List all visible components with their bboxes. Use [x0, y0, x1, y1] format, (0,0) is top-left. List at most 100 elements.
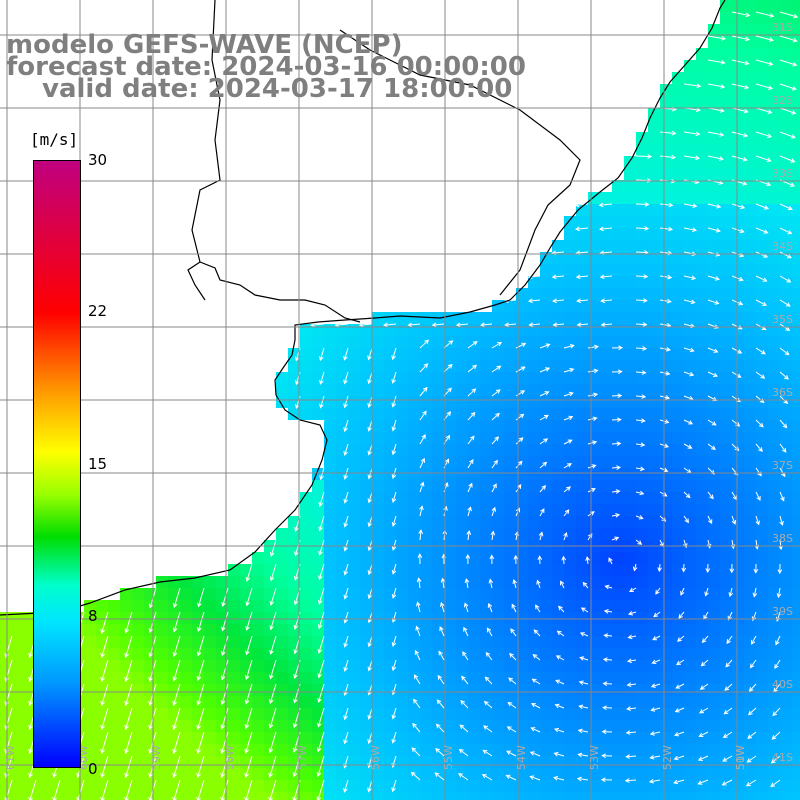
wind-arrow — [649, 779, 661, 783]
wind-arrow — [560, 581, 565, 589]
wind-arrow — [269, 755, 277, 778]
wind-arrow-head — [172, 651, 178, 658]
wind-arrow — [575, 227, 589, 230]
wind-arrow-head — [555, 679, 561, 684]
wind-arrow — [269, 779, 277, 800]
wind-arrow — [779, 35, 797, 42]
wind-arrow-head — [535, 604, 540, 610]
wind-arrow-head — [718, 156, 724, 161]
wind-arrow — [779, 251, 792, 259]
wind-arrow — [384, 323, 397, 326]
wind-arrow-head — [172, 701, 177, 707]
wind-arrow-head — [720, 84, 726, 89]
lat-label: 37S — [772, 459, 793, 472]
wind-arrow — [683, 419, 693, 425]
wind-arrow-head — [553, 727, 559, 733]
wind-arrow — [683, 227, 697, 231]
wind-arrow-head — [687, 444, 693, 449]
wind-arrow-head — [391, 378, 396, 384]
wind-arrow-head — [752, 592, 758, 598]
lat-label: 39S — [772, 605, 793, 618]
wind-arrow — [779, 131, 796, 139]
wind-arrow-head — [510, 628, 515, 634]
wind-arrow-head — [124, 653, 129, 659]
wind-arrow-head — [599, 274, 605, 280]
wind-arrow-head — [515, 507, 521, 513]
wind-arrow-head — [319, 356, 324, 362]
wind-arrow-head — [358, 322, 364, 328]
wind-arrow-head — [438, 650, 443, 656]
wind-arrow — [531, 703, 541, 709]
wind-arrow — [747, 755, 757, 763]
wind-arrow-head — [699, 709, 704, 714]
wind-arrow-head — [732, 495, 738, 501]
wind-arrow — [731, 59, 749, 65]
wind-arrow-head — [749, 663, 755, 669]
wind-arrow-head — [343, 474, 348, 480]
wind-arrow-head — [269, 649, 274, 655]
wind-arrow — [459, 724, 469, 733]
wind-arrow — [755, 155, 771, 162]
wind-arrow-head — [439, 626, 444, 632]
wind-arrow — [653, 611, 661, 617]
wind-arrow-head — [744, 60, 750, 66]
wind-arrow — [635, 155, 652, 158]
wind-arrow — [746, 779, 757, 787]
wind-arrow-head — [440, 577, 446, 583]
wind-arrow — [539, 367, 550, 373]
wind-arrow-head — [714, 324, 720, 329]
wind-arrow-head — [783, 399, 789, 404]
wind-arrow — [415, 626, 421, 637]
wind-arrow-head — [464, 578, 470, 584]
wind-arrow-head — [319, 379, 324, 385]
wind-arrow — [675, 707, 685, 713]
wind-arrow — [553, 323, 565, 326]
wind-arrow-head — [343, 618, 348, 624]
wind-arrow — [529, 323, 541, 326]
wind-arrow-head — [576, 298, 582, 304]
wind-arrow — [513, 579, 517, 589]
wind-arrow — [779, 107, 796, 114]
wind-arrow-head — [294, 526, 299, 532]
wind-arrow — [515, 531, 519, 541]
wind-arrow-head — [509, 652, 514, 658]
lon-label: 53W — [588, 745, 601, 770]
wind-arrow — [505, 323, 517, 326]
wind-arrow-head — [343, 522, 349, 528]
wind-arrow-head — [603, 609, 609, 614]
wind-arrow-head — [689, 371, 695, 377]
wind-arrow-head — [343, 570, 349, 576]
wind-arrow-head — [592, 440, 598, 445]
colorbar-tick-0: 0 — [88, 760, 98, 778]
wind-arrow-head — [574, 226, 580, 232]
wind-arrow-head — [692, 203, 698, 208]
wind-arrow-head — [504, 322, 510, 328]
wind-arrow-head — [367, 594, 373, 600]
wind-arrow-head — [367, 666, 373, 672]
wind-arrow — [245, 683, 253, 704]
wind-arrow — [577, 323, 589, 326]
wind-arrow — [319, 491, 325, 507]
wind-arrow-head — [643, 274, 649, 279]
wind-arrow — [344, 395, 349, 408]
wind-arrow — [319, 347, 325, 361]
wind-arrow — [245, 731, 253, 753]
wind-arrow-head — [739, 228, 745, 234]
wind-arrow-head — [552, 298, 557, 304]
wind-arrow-head — [576, 776, 582, 782]
wind-arrow — [533, 629, 541, 637]
wind-arrow-head — [618, 345, 624, 351]
wind-arrow — [563, 486, 571, 493]
wind-arrow — [650, 731, 661, 735]
wind-arrow-head — [468, 482, 473, 488]
wind-arrow-head — [786, 278, 792, 283]
wind-arrow — [491, 413, 500, 421]
wind-arrow-head — [268, 797, 273, 800]
wind-arrow-head — [448, 340, 454, 345]
wind-arrow-head — [790, 158, 796, 163]
wind-arrow — [530, 751, 541, 757]
wind-arrow — [359, 323, 373, 326]
wind-arrow-head — [367, 618, 373, 624]
wind-arrow — [483, 725, 493, 733]
wind-arrow — [414, 650, 421, 661]
